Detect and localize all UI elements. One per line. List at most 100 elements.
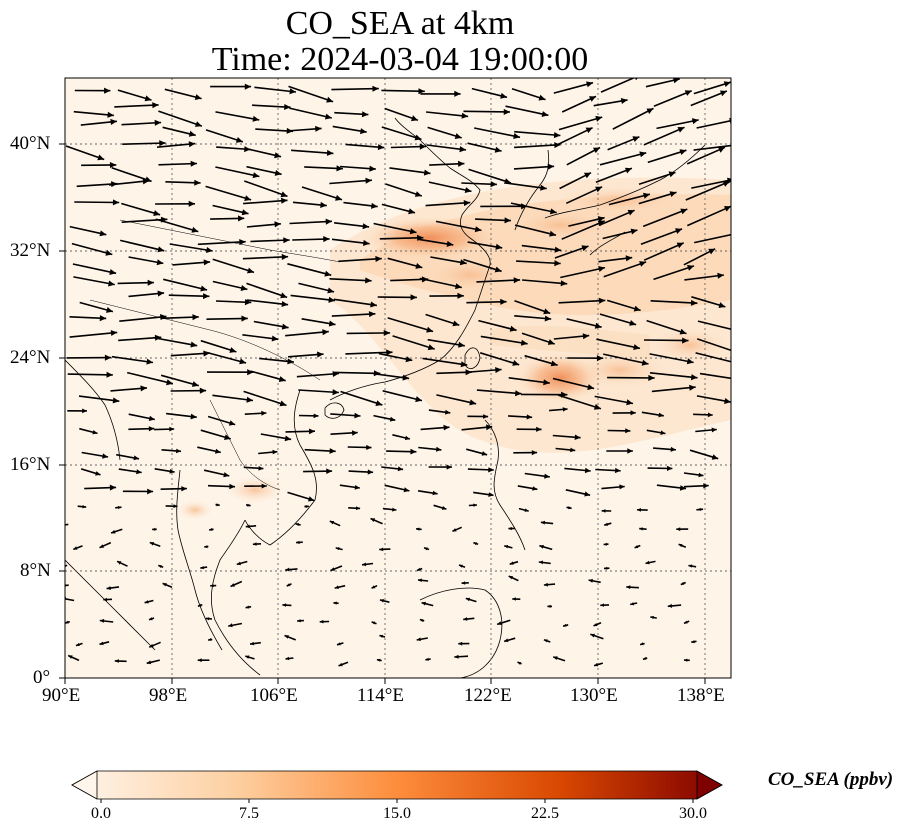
wind-vector [156, 142, 196, 148]
wind-arrowhead [452, 320, 460, 327]
wind-arrowhead [284, 104, 291, 110]
wind-arrowhead [157, 290, 165, 297]
wind-arrowhead [588, 578, 593, 583]
wind-arrowhead [239, 358, 247, 365]
wind-arrowhead [334, 585, 339, 589]
wind-arrowhead [458, 160, 465, 167]
wind-arrowhead [146, 660, 152, 665]
wind-arrowhead [513, 277, 521, 284]
wind-arrowhead [377, 144, 385, 151]
wind-vector [608, 193, 651, 206]
wind-arrowhead [360, 128, 367, 135]
wind-arrowhead [723, 81, 731, 87]
wind-vector [426, 111, 469, 118]
wind-vector [513, 165, 555, 170]
wind-arrowhead [313, 413, 319, 419]
wind-arrowhead [158, 565, 162, 568]
wind-vector [426, 144, 467, 151]
wind-arrowhead [383, 329, 391, 336]
wind-vector [71, 242, 113, 256]
wind-arrowhead [594, 662, 599, 667]
wind-vector [65, 597, 75, 602]
wind-arrowhead [329, 448, 336, 454]
lon-label-122: 122°E [464, 685, 512, 706]
wind-vector [387, 317, 434, 333]
wind-vector [463, 368, 502, 374]
wind-arrowhead [538, 560, 543, 565]
wind-arrowhead [241, 315, 248, 322]
colorbar-min-extend [71, 770, 98, 800]
wind-arrowhead [520, 339, 528, 346]
wind-arrowhead [114, 659, 119, 663]
wind-arrowhead [459, 146, 466, 153]
wind-arrowhead [547, 339, 555, 345]
wind-arrowhead [322, 329, 329, 336]
wind-vector [612, 107, 654, 130]
wind-arrowhead [97, 154, 105, 161]
wind-arrowhead [203, 259, 211, 266]
wind-arrowhead [92, 430, 98, 435]
wind-vector [463, 258, 502, 273]
wind-arrowhead [149, 643, 154, 648]
wind-arrowhead [688, 564, 693, 568]
wind-vector [289, 107, 332, 119]
wind-arrowhead [711, 427, 717, 433]
wind-arrowhead [197, 658, 202, 663]
wind-arrowhead [594, 322, 602, 329]
wind-vector [340, 390, 383, 406]
wind-arrowhead [328, 320, 336, 327]
wind-arrowhead [230, 583, 235, 587]
wind-arrowhead [584, 172, 591, 179]
wind-vector [649, 353, 694, 364]
wind-vector [514, 224, 557, 236]
wind-arrowhead [241, 209, 249, 216]
wind-vector [638, 191, 677, 205]
wind-vector [69, 331, 118, 338]
map-frame [64, 77, 732, 679]
wind-arrowhead [166, 379, 173, 386]
wind-arrowhead [658, 412, 664, 418]
wind-vector [656, 119, 699, 130]
wind-arrowhead [686, 358, 694, 365]
wind-arrowhead [423, 169, 431, 176]
wind-arrowhead [284, 435, 292, 442]
wind-arrowhead [365, 277, 372, 284]
wind-arrowhead [228, 420, 236, 426]
wind-arrowhead [192, 314, 199, 321]
wind-arrowhead [95, 471, 101, 476]
wind-arrowhead [354, 412, 361, 419]
wind-vector [285, 330, 329, 337]
wind-arrowhead [495, 367, 502, 374]
wind-vector [67, 373, 113, 376]
wind-arrowhead [718, 302, 726, 308]
wind-arrowhead [735, 349, 742, 355]
lat-label-8: 8°N [20, 560, 51, 581]
wind-arrowhead [625, 428, 631, 434]
wind-arrowhead [547, 604, 551, 608]
wind-arrowhead [584, 467, 591, 474]
wind-vector [289, 220, 333, 225]
wind-arrowhead [153, 210, 161, 216]
wind-vector [121, 202, 161, 216]
wind-arrowhead [590, 633, 595, 638]
wind-arrowhead [465, 597, 471, 602]
wind-arrowhead [208, 638, 212, 641]
wind-vector [329, 278, 372, 282]
wind-arrowhead [229, 483, 235, 490]
wind-vector [428, 181, 472, 193]
wind-arrowhead [490, 181, 497, 188]
wind-arrowhead [730, 231, 731, 233]
wind-arrowhead [210, 584, 214, 588]
wind-arrowhead [454, 654, 459, 659]
wind-arrowhead [279, 400, 287, 407]
wind-arrowhead [504, 545, 509, 549]
wind-arrowhead [271, 335, 279, 342]
wind-arrowhead [99, 315, 107, 322]
wind-vector [252, 104, 291, 109]
wind-vector [373, 222, 417, 234]
figure-title-line2: Time: 2024-03-04 19:00:00 [211, 41, 589, 78]
wind-arrowhead [320, 201, 327, 208]
wind-vector [505, 182, 547, 190]
wind-arrowhead [333, 601, 337, 605]
